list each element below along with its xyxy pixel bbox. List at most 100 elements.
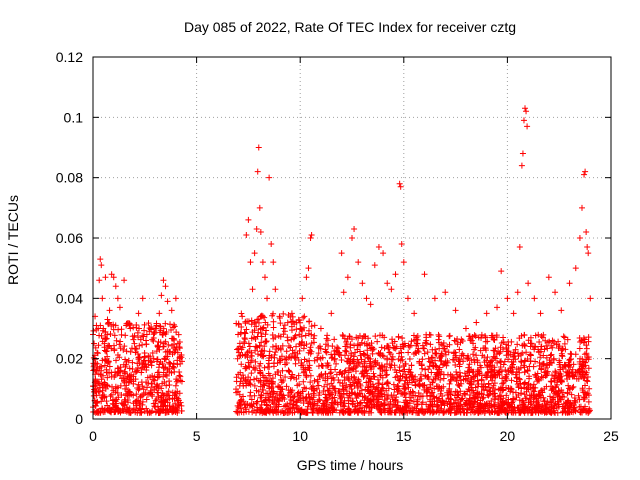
data-point [285, 409, 292, 416]
data-point [581, 368, 588, 375]
data-point [263, 327, 270, 334]
data-point [585, 392, 592, 399]
data-point [306, 365, 313, 372]
data-point [322, 409, 329, 416]
data-point [172, 400, 179, 407]
data-point [116, 341, 123, 348]
data-point [478, 335, 485, 342]
data-point [243, 382, 250, 389]
data-point [239, 380, 246, 387]
data-point [289, 350, 296, 357]
data-point [331, 351, 338, 358]
data-point [303, 274, 310, 281]
data-point [342, 384, 349, 391]
data-point [251, 327, 258, 334]
data-point [459, 395, 466, 402]
data-point [173, 406, 180, 413]
data-point [324, 332, 331, 339]
data-point [139, 332, 146, 339]
data-point [330, 374, 337, 381]
data-point [400, 344, 407, 351]
data-point [537, 387, 544, 394]
data-point [136, 409, 143, 416]
data-point [427, 401, 434, 408]
data-point [364, 352, 371, 359]
data-point [150, 331, 157, 338]
data-point [110, 387, 117, 394]
data-point [536, 392, 543, 399]
data-point [349, 235, 355, 241]
data-point [393, 385, 400, 392]
data-point [281, 328, 288, 335]
data-point [253, 409, 260, 416]
data-point [443, 362, 450, 369]
data-point [446, 380, 453, 387]
data-point [430, 376, 437, 383]
data-point [289, 371, 296, 378]
data-point [333, 360, 340, 367]
data-point [173, 378, 180, 385]
data-point [245, 318, 252, 325]
data-point [140, 333, 147, 340]
data-point [97, 256, 104, 263]
data-point [166, 368, 173, 375]
data-point [311, 357, 318, 364]
data-point [548, 378, 555, 385]
data-point [114, 390, 121, 397]
data-point [337, 369, 344, 376]
data-point [471, 356, 478, 363]
data-point [486, 409, 493, 416]
data-point [93, 392, 100, 399]
data-point [278, 391, 285, 398]
data-point [162, 364, 169, 371]
data-point [273, 402, 280, 409]
data-point [421, 350, 428, 357]
data-point [537, 310, 544, 317]
data-point [525, 280, 532, 287]
data-point [398, 349, 405, 356]
data-point [135, 364, 142, 371]
data-point [442, 348, 449, 355]
data-point [381, 334, 388, 341]
data-point [512, 371, 519, 378]
data-point [491, 354, 498, 361]
data-point [336, 369, 343, 376]
data-point [423, 389, 430, 396]
data-point [133, 402, 140, 409]
data-point [99, 381, 106, 388]
data-point [321, 383, 328, 390]
data-point [248, 357, 255, 364]
data-point [584, 378, 591, 385]
data-point [343, 343, 350, 350]
data-point [527, 352, 534, 359]
data-point [557, 364, 564, 371]
data-point [303, 397, 310, 404]
data-point [138, 409, 145, 416]
data-point [564, 369, 571, 376]
data-point [552, 368, 559, 375]
data-point [476, 368, 483, 375]
data-point [435, 395, 442, 402]
data-point [553, 405, 560, 412]
data-point [520, 362, 527, 369]
data-point [300, 314, 307, 321]
data-point [535, 409, 542, 416]
data-point [173, 329, 180, 336]
data-point [423, 337, 430, 344]
data-point [582, 382, 588, 389]
data-point [173, 376, 180, 383]
data-point [280, 310, 287, 317]
data-point [264, 295, 271, 302]
data-point [107, 393, 114, 400]
data-point [437, 354, 444, 361]
data-point [112, 398, 119, 405]
data-point [129, 366, 136, 373]
data-point [427, 332, 434, 339]
data-point [500, 346, 507, 353]
data-point [585, 398, 592, 405]
data-point [260, 352, 267, 359]
data-point [168, 326, 175, 333]
data-point [371, 262, 378, 269]
data-point [322, 348, 329, 355]
data-point [465, 386, 472, 393]
